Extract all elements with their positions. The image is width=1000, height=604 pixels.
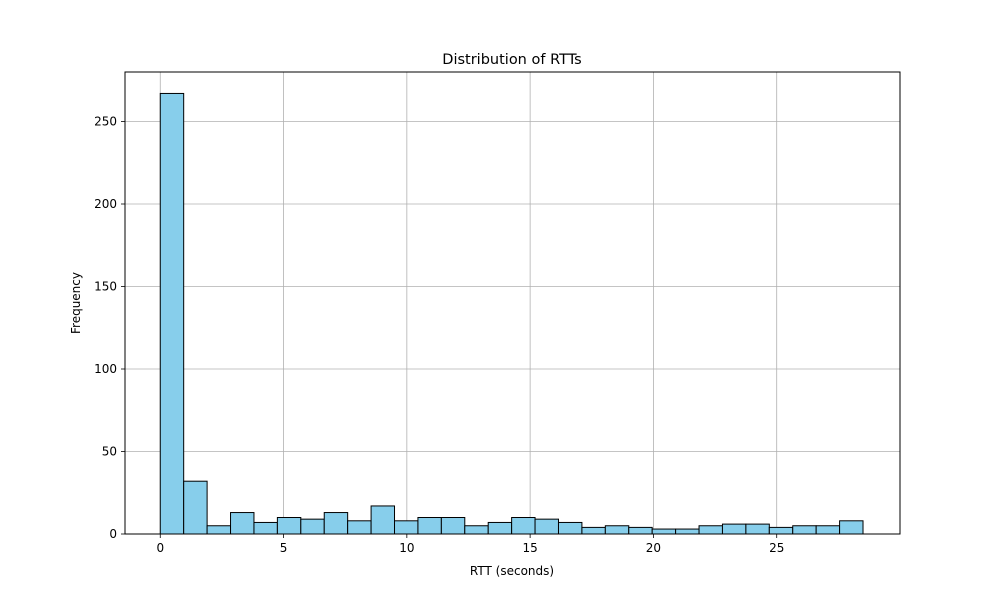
histogram-bar: [792, 525, 817, 535]
chart-title: Distribution of RTTs: [442, 52, 581, 68]
y-axis-label: Frequency: [69, 272, 83, 334]
y-tick-label: 50: [102, 445, 117, 459]
histogram-bar: [604, 525, 630, 535]
histogram-bar: [581, 526, 606, 535]
histogram-bar: [745, 523, 770, 535]
histogram-bar: [323, 512, 349, 535]
histogram-bar: [487, 521, 513, 535]
histogram-bar: [183, 480, 208, 535]
histogram-bar: [768, 526, 794, 535]
histogram-bar: [651, 528, 677, 535]
histogram-bar: [417, 517, 442, 535]
histogram-bar: [534, 518, 559, 535]
histogram-bar: [300, 518, 325, 535]
histogram-bar: [253, 521, 278, 535]
bars: [159, 92, 864, 535]
y-tick-label: 250: [94, 115, 117, 129]
x-axis-label: RTT (seconds): [470, 564, 554, 578]
plot-frame: [124, 71, 901, 535]
y-tick-label: 100: [94, 362, 117, 376]
histogram-bar: [839, 520, 864, 535]
histogram-bar: [511, 517, 536, 535]
histogram-bar: [464, 525, 489, 535]
x-tick-label: 20: [646, 541, 661, 555]
x-tick-label: 15: [522, 541, 537, 555]
histogram-bar: [159, 92, 185, 535]
histogram-bar: [276, 517, 302, 535]
x-tick-label: 0: [156, 541, 164, 555]
x-tick-label: 25: [769, 541, 784, 555]
x-tick-label: 10: [399, 541, 414, 555]
histogram-bar: [815, 525, 841, 535]
histogram-bar: [394, 520, 419, 535]
histogram-bar: [675, 528, 700, 535]
histogram-bar: [206, 525, 232, 535]
x-tick-label: 5: [280, 541, 288, 555]
histogram-bar: [698, 525, 723, 535]
y-tick-label: 150: [94, 280, 117, 294]
y-tick-label: 200: [94, 197, 117, 211]
histogram-bar: [230, 512, 255, 535]
histogram-bar: [628, 526, 653, 535]
histogram-bar: [721, 523, 747, 535]
histogram-bar: [440, 517, 466, 535]
histogram-bar: [557, 521, 583, 535]
histogram-bar: [347, 520, 372, 535]
y-tick-label: 0: [109, 527, 117, 541]
histogram-bar: [370, 505, 396, 535]
